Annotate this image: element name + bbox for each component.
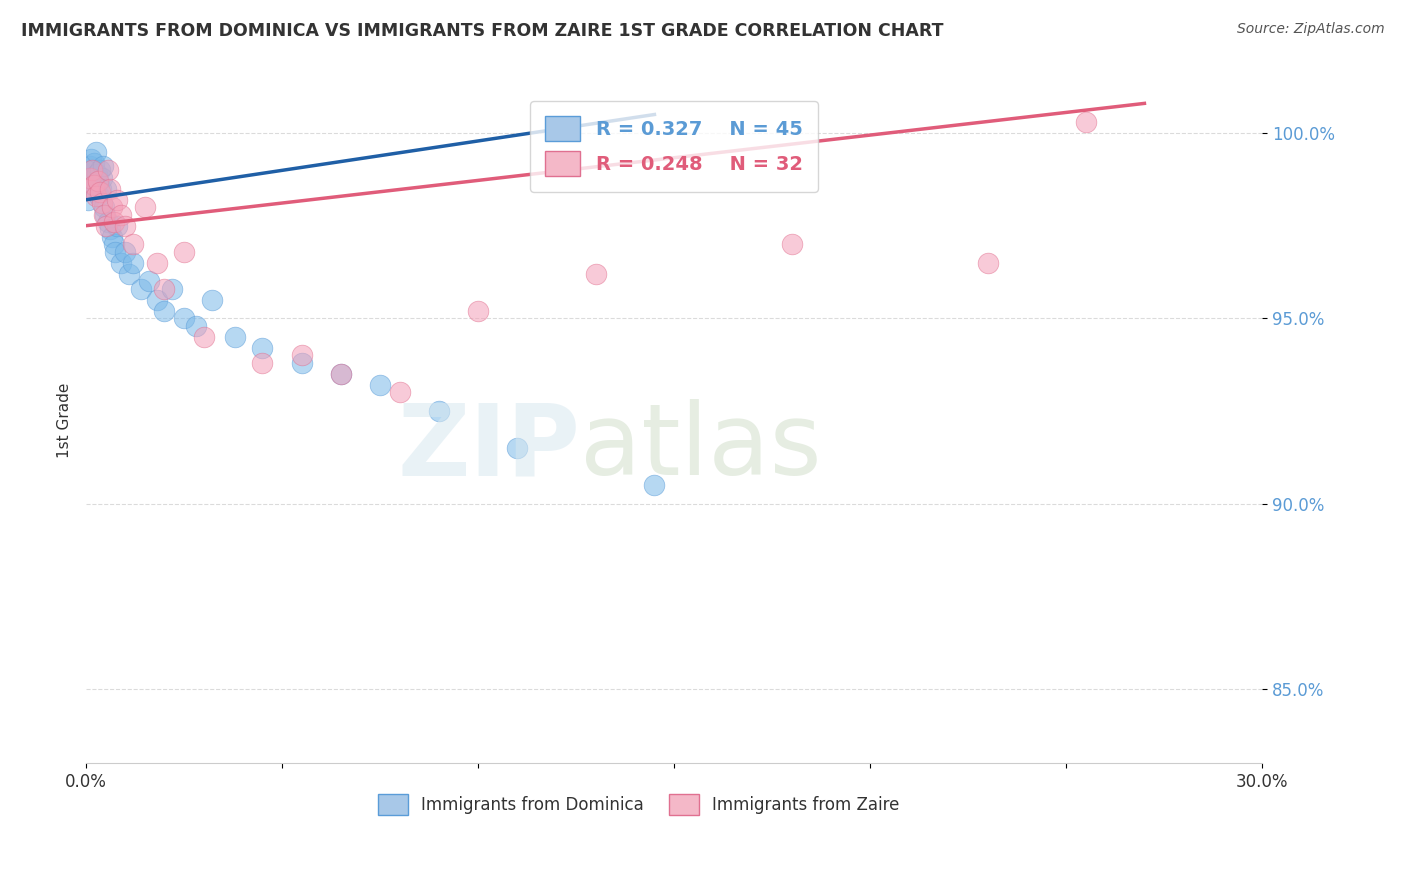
Point (90, 181, 112, 195)
Point (77, 170, 100, 185)
Point (100, 200, 122, 214)
Point (84, 145, 107, 159)
Point (79, 170, 101, 185)
Point (1074, 115, 1097, 129)
Point (252, 341, 274, 355)
Y-axis label: 1st Grade: 1st Grade (58, 383, 72, 458)
Point (83, 186, 105, 200)
Point (100, 229, 122, 244)
Point (122, 237, 145, 252)
Point (427, 404, 450, 418)
Point (83, 155, 105, 169)
Point (193, 330, 215, 344)
Point (200, 293, 222, 307)
Point (90, 196, 112, 211)
Point (89, 163, 111, 178)
Point (976, 256, 998, 270)
Point (153, 282, 176, 296)
Point (506, 441, 529, 455)
Point (134, 200, 156, 214)
Point (87, 174, 110, 188)
Point (153, 304, 176, 318)
Point (93, 200, 115, 214)
Point (84, 189, 107, 203)
Point (122, 256, 145, 270)
Point (80, 163, 103, 178)
Point (388, 385, 411, 400)
Point (79, 160, 101, 174)
Point (80, 163, 103, 178)
Point (129, 282, 152, 296)
Point (77, 193, 100, 207)
Point (94, 181, 117, 195)
Point (110, 208, 132, 222)
Point (110, 256, 132, 270)
Point (98, 222, 121, 236)
Point (107, 193, 129, 207)
Point (184, 318, 207, 333)
Text: atlas: atlas (581, 400, 821, 496)
Point (118, 267, 141, 281)
Point (585, 267, 607, 281)
Point (252, 356, 274, 370)
Point (104, 244, 127, 259)
Point (87, 174, 110, 188)
Point (145, 293, 167, 307)
Point (103, 215, 125, 229)
Point (368, 378, 391, 392)
Point (173, 311, 195, 326)
Point (329, 367, 352, 381)
Point (80, 152, 103, 166)
Point (224, 330, 246, 344)
Point (97, 215, 120, 229)
Point (643, 478, 665, 492)
Point (82, 178, 104, 192)
Point (83, 178, 105, 192)
Text: Source: ZipAtlas.com: Source: ZipAtlas.com (1237, 22, 1385, 37)
Point (138, 274, 160, 288)
Point (103, 237, 125, 252)
Point (114, 244, 136, 259)
Point (467, 304, 489, 318)
Point (94, 219, 117, 233)
Point (91, 160, 114, 174)
Point (94, 208, 117, 222)
Point (329, 367, 352, 381)
Point (86, 167, 108, 181)
Point (90, 170, 112, 185)
Point (162, 282, 184, 296)
Point (77, 181, 100, 195)
Text: IMMIGRANTS FROM DOMINICA VS IMMIGRANTS FROM ZAIRE 1ST GRADE CORRELATION CHART: IMMIGRANTS FROM DOMINICA VS IMMIGRANTS F… (21, 22, 943, 40)
Point (291, 348, 314, 362)
Point (173, 244, 195, 259)
Point (291, 356, 314, 370)
Legend: Immigrants from Dominica, Immigrants from Zaire: Immigrants from Dominica, Immigrants fro… (370, 785, 908, 823)
Point (98, 181, 121, 195)
Point (87, 189, 110, 203)
Point (107, 219, 129, 233)
Point (97, 163, 120, 178)
Point (89, 186, 111, 200)
Text: ZIP: ZIP (396, 400, 581, 496)
Point (145, 256, 167, 270)
Point (114, 219, 136, 233)
Point (93, 208, 115, 222)
Point (780, 237, 803, 252)
